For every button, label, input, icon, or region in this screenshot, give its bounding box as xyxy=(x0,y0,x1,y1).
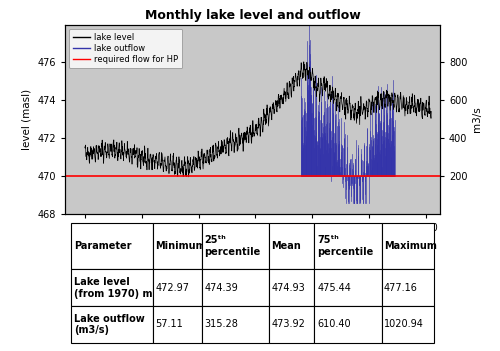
Y-axis label: level (masl): level (masl) xyxy=(22,89,32,150)
Legend: lake level, lake outflow, required flow for HP: lake level, lake outflow, required flow … xyxy=(69,29,182,68)
Title: Monthly lake level and outflow: Monthly lake level and outflow xyxy=(144,9,360,22)
Y-axis label: m3/s: m3/s xyxy=(472,106,482,132)
